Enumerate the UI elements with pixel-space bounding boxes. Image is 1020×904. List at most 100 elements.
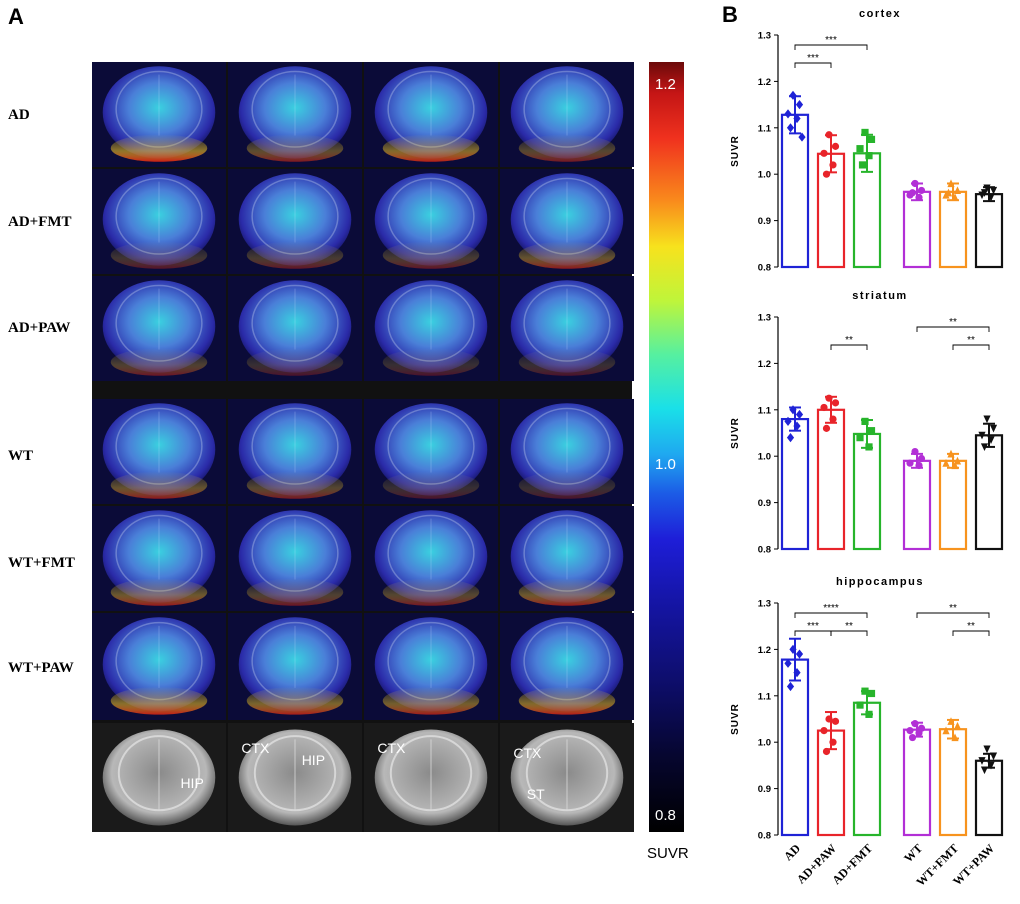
data-point: [820, 149, 828, 157]
data-point: [983, 184, 991, 193]
brain-region-label: HIP: [301, 752, 326, 769]
data-point: [789, 90, 797, 100]
data-point: [906, 727, 914, 735]
data-point: [825, 715, 833, 723]
data-point: [784, 416, 792, 426]
data-point: [915, 461, 923, 470]
pet-slice-image: [228, 169, 362, 274]
bar-wt-fmt: [938, 190, 968, 269]
data-point: [989, 424, 998, 433]
bar-ad: [780, 417, 810, 551]
chart-title: cortex: [859, 8, 901, 20]
data-point: [822, 424, 831, 432]
brain-region-label: CTX: [513, 744, 542, 761]
y-tick-label: 1.2: [758, 359, 771, 370]
pet-slice-image: [92, 276, 226, 381]
colorbar-max-label: 1.2: [655, 76, 676, 93]
pet-slice-image: [228, 399, 362, 504]
row-label-wt-paw: WT+PAW: [8, 660, 74, 676]
chart-title: hippocampus: [836, 576, 924, 588]
data-point: [867, 135, 876, 143]
y-tick-label: 0.8: [758, 831, 771, 842]
data-point: [829, 415, 837, 423]
data-point: [983, 745, 991, 754]
significance-label: **: [949, 603, 957, 614]
data-point: [865, 152, 873, 160]
y-tick-label: 1.1: [758, 123, 772, 134]
pet-slice-image: [500, 506, 634, 611]
significance-bracket: [916, 612, 990, 618]
data-point: [987, 761, 995, 770]
data-point: [822, 170, 831, 178]
data-point: [831, 717, 840, 725]
data-point: [822, 747, 831, 756]
pet-slice-image: [500, 276, 634, 381]
x-category-label: AD+FMT: [829, 841, 875, 887]
data-point: [987, 436, 995, 445]
data-point: [820, 727, 828, 735]
panel-b-letter: B: [722, 2, 738, 27]
pet-slice-image: [228, 613, 362, 720]
pet-slice-image: [92, 62, 226, 167]
pet-slice-image: [228, 276, 362, 381]
significance-label: ****: [823, 603, 839, 614]
bar-wt: [902, 459, 932, 551]
significance-bracket: [830, 344, 868, 350]
pet-image-grid: HIP CTX HIP CTX CTX ST: [92, 62, 634, 832]
pet-slice-image: [364, 506, 498, 611]
data-point: [947, 717, 955, 725]
row-label-ad: AD: [8, 107, 30, 123]
bar-wt-paw: [974, 759, 1004, 837]
y-axis-label: SUVR: [730, 703, 741, 735]
significance-bracket: [794, 612, 868, 618]
bar-ad-paw: [816, 408, 846, 551]
colorbar-min-label: 0.8: [655, 807, 676, 824]
y-tick-label: 1.3: [758, 313, 771, 324]
pet-slice-image: [500, 169, 634, 274]
mri-slice-image: CTX: [364, 723, 498, 832]
data-point: [951, 733, 959, 742]
significance-bracket: [952, 344, 990, 350]
data-point: [861, 128, 869, 137]
data-point: [829, 738, 837, 746]
pet-slice-image: [364, 169, 498, 274]
data-point: [825, 131, 833, 139]
brain-region-label: HIP: [180, 775, 204, 792]
data-point: [789, 644, 797, 654]
data-point: [944, 188, 953, 197]
significance-bracket: [952, 630, 990, 636]
bar-wt: [902, 190, 932, 269]
data-point: [911, 179, 919, 188]
data-point: [858, 161, 867, 169]
y-tick-label: 1.2: [758, 645, 771, 656]
pet-slice-image: [364, 276, 498, 381]
bar-wt-fmt: [938, 728, 968, 837]
data-point: [989, 752, 998, 761]
bar-wt: [902, 728, 932, 837]
data-point: [980, 766, 989, 775]
data-point: [867, 689, 876, 698]
data-point: [989, 186, 998, 195]
pet-slice-image: [92, 169, 226, 274]
row-label-ad-paw: AD+PAW: [8, 320, 71, 336]
x-category-label: AD: [781, 841, 803, 863]
data-point: [786, 433, 795, 443]
data-point: [829, 161, 837, 169]
data-point: [983, 415, 991, 424]
pet-slice-image: [92, 506, 226, 611]
y-tick-label: 0.8: [758, 545, 771, 556]
significance-bracket: [794, 44, 868, 50]
mri-slice-image: HIP: [92, 723, 226, 832]
significance-label: ***: [807, 621, 819, 632]
data-point: [789, 405, 797, 415]
data-point: [911, 720, 919, 728]
pet-slice-image: [92, 399, 226, 504]
data-point: [795, 409, 804, 420]
y-tick-label: 1.3: [758, 31, 771, 42]
brain-region-label: CTX: [241, 740, 270, 757]
data-point: [947, 449, 955, 458]
data-point: [917, 186, 926, 195]
data-point: [947, 179, 955, 188]
data-point: [906, 459, 914, 467]
data-point: [793, 421, 801, 431]
